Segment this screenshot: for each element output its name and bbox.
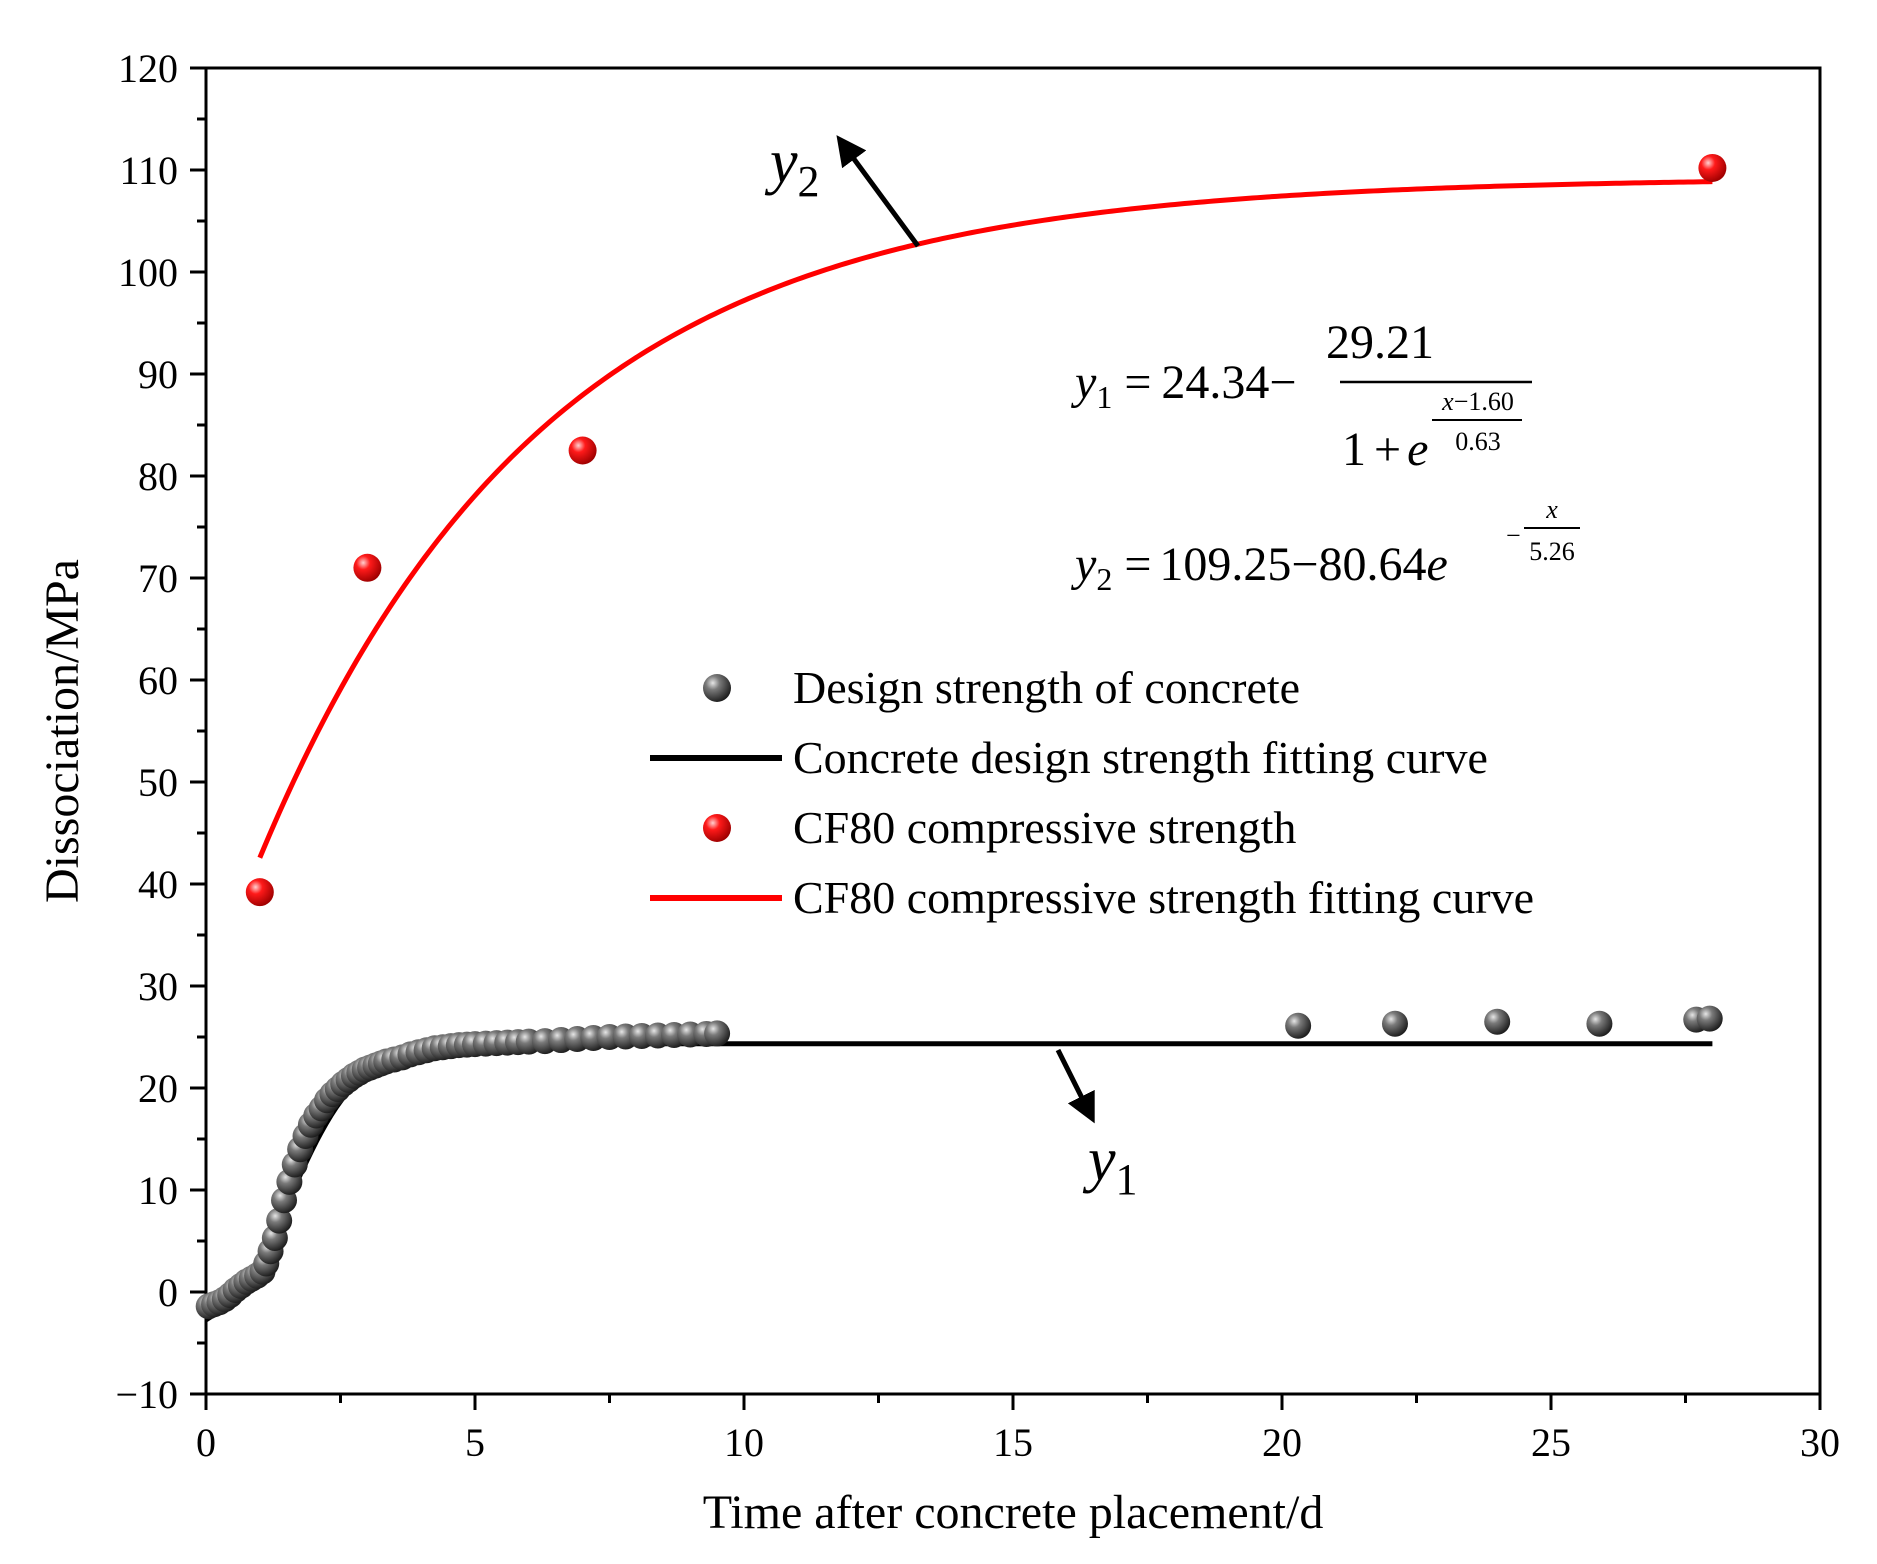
x-axis-title: Time after concrete placement/d [703, 1486, 1324, 1539]
y2-label: y2 [764, 128, 820, 206]
legend-marker-design [703, 674, 731, 702]
y-tick-label: 10 [138, 1168, 178, 1213]
x-tick-label: 15 [993, 1420, 1033, 1465]
y-tick-label: 60 [138, 658, 178, 703]
x-tick-label: 10 [724, 1420, 764, 1465]
y-tick-label: 90 [138, 352, 178, 397]
y-tick-label: 120 [118, 46, 178, 91]
y-axis-title: Dissociation/MPa [36, 559, 89, 903]
cf80-point [353, 553, 382, 582]
equation-y2: y2 = 109.25−80.64e − x 5.26 [1070, 495, 1580, 597]
design-points [195, 1005, 1723, 1320]
legend-label-design: Design strength of concrete [793, 662, 1300, 713]
x-tick-label: 30 [1800, 1420, 1840, 1465]
x-axis-ticks: 0 5 10 15 20 25 30 [196, 1394, 1840, 1465]
y-tick-label: 30 [138, 964, 178, 1009]
y-tick-label: 110 [119, 148, 178, 193]
legend-label-cf80: CF80 compressive strength [793, 802, 1296, 853]
design-point [1285, 1012, 1312, 1039]
design-point [1696, 1005, 1723, 1032]
y1-label: y1 [1082, 1126, 1138, 1204]
svg-text:1+e: 1 + e [1342, 423, 1428, 476]
y-axis-ticks: −10 0 10 20 30 40 50 60 70 80 90 100 110 120 [115, 46, 206, 1417]
design-point [1484, 1008, 1511, 1035]
y-tick-label: 40 [138, 862, 178, 907]
svg-text:y1=24.34−: y1 = 24.34− [1070, 356, 1296, 415]
svg-text:0.63: 0.63 [1455, 427, 1501, 456]
y-tick-label: 0 [158, 1270, 178, 1315]
design-point [1381, 1010, 1408, 1037]
svg-text:5.26: 5.26 [1529, 537, 1575, 566]
x-tick-label: 20 [1262, 1420, 1302, 1465]
x-tick-label: 0 [196, 1420, 216, 1465]
plot-frame [204, 66, 1822, 1396]
cf80-points [245, 153, 1727, 907]
y-tick-label: 20 [138, 1066, 178, 1111]
y-tick-label: 70 [138, 556, 178, 601]
y-tick-label: 80 [138, 454, 178, 499]
y2-arrow [836, 135, 921, 248]
y1-arrow [1055, 1048, 1095, 1124]
svg-text:x: x [1545, 495, 1558, 524]
y-tick-label: −10 [115, 1372, 178, 1417]
svg-text:y2=109.25−80.64e: y2 = 109.25−80.64e [1070, 538, 1448, 597]
cf80-point [1698, 153, 1727, 182]
legend: Design strength of concrete Concrete des… [650, 662, 1534, 923]
design-point [704, 1020, 731, 1047]
x-tick-label: 25 [1531, 1420, 1571, 1465]
x-tick-label: 5 [465, 1420, 485, 1465]
y-tick-label: 100 [118, 250, 178, 295]
svg-text:x−1.60: x−1.60 [1441, 387, 1514, 416]
legend-label-cf80-fit: CF80 compressive strength fitting curve [793, 872, 1534, 923]
legend-label-design-fit: Concrete design strength fitting curve [793, 732, 1488, 783]
svg-text:29.21: 29.21 [1326, 316, 1434, 369]
equation-y1: y1 = 24.34− 29.21 1 + e x−1.60 0.63 [1070, 316, 1532, 476]
y-tick-label: 50 [138, 760, 178, 805]
cf80-point [245, 878, 274, 907]
design-point [266, 1207, 293, 1234]
cf80-fit-curve [257, 179, 1713, 859]
legend-marker-cf80 [703, 814, 731, 842]
cf80-point [568, 436, 597, 465]
design-point [1586, 1010, 1613, 1037]
design-fit-curve [204, 1041, 1713, 1323]
svg-text:−: − [1506, 521, 1521, 550]
